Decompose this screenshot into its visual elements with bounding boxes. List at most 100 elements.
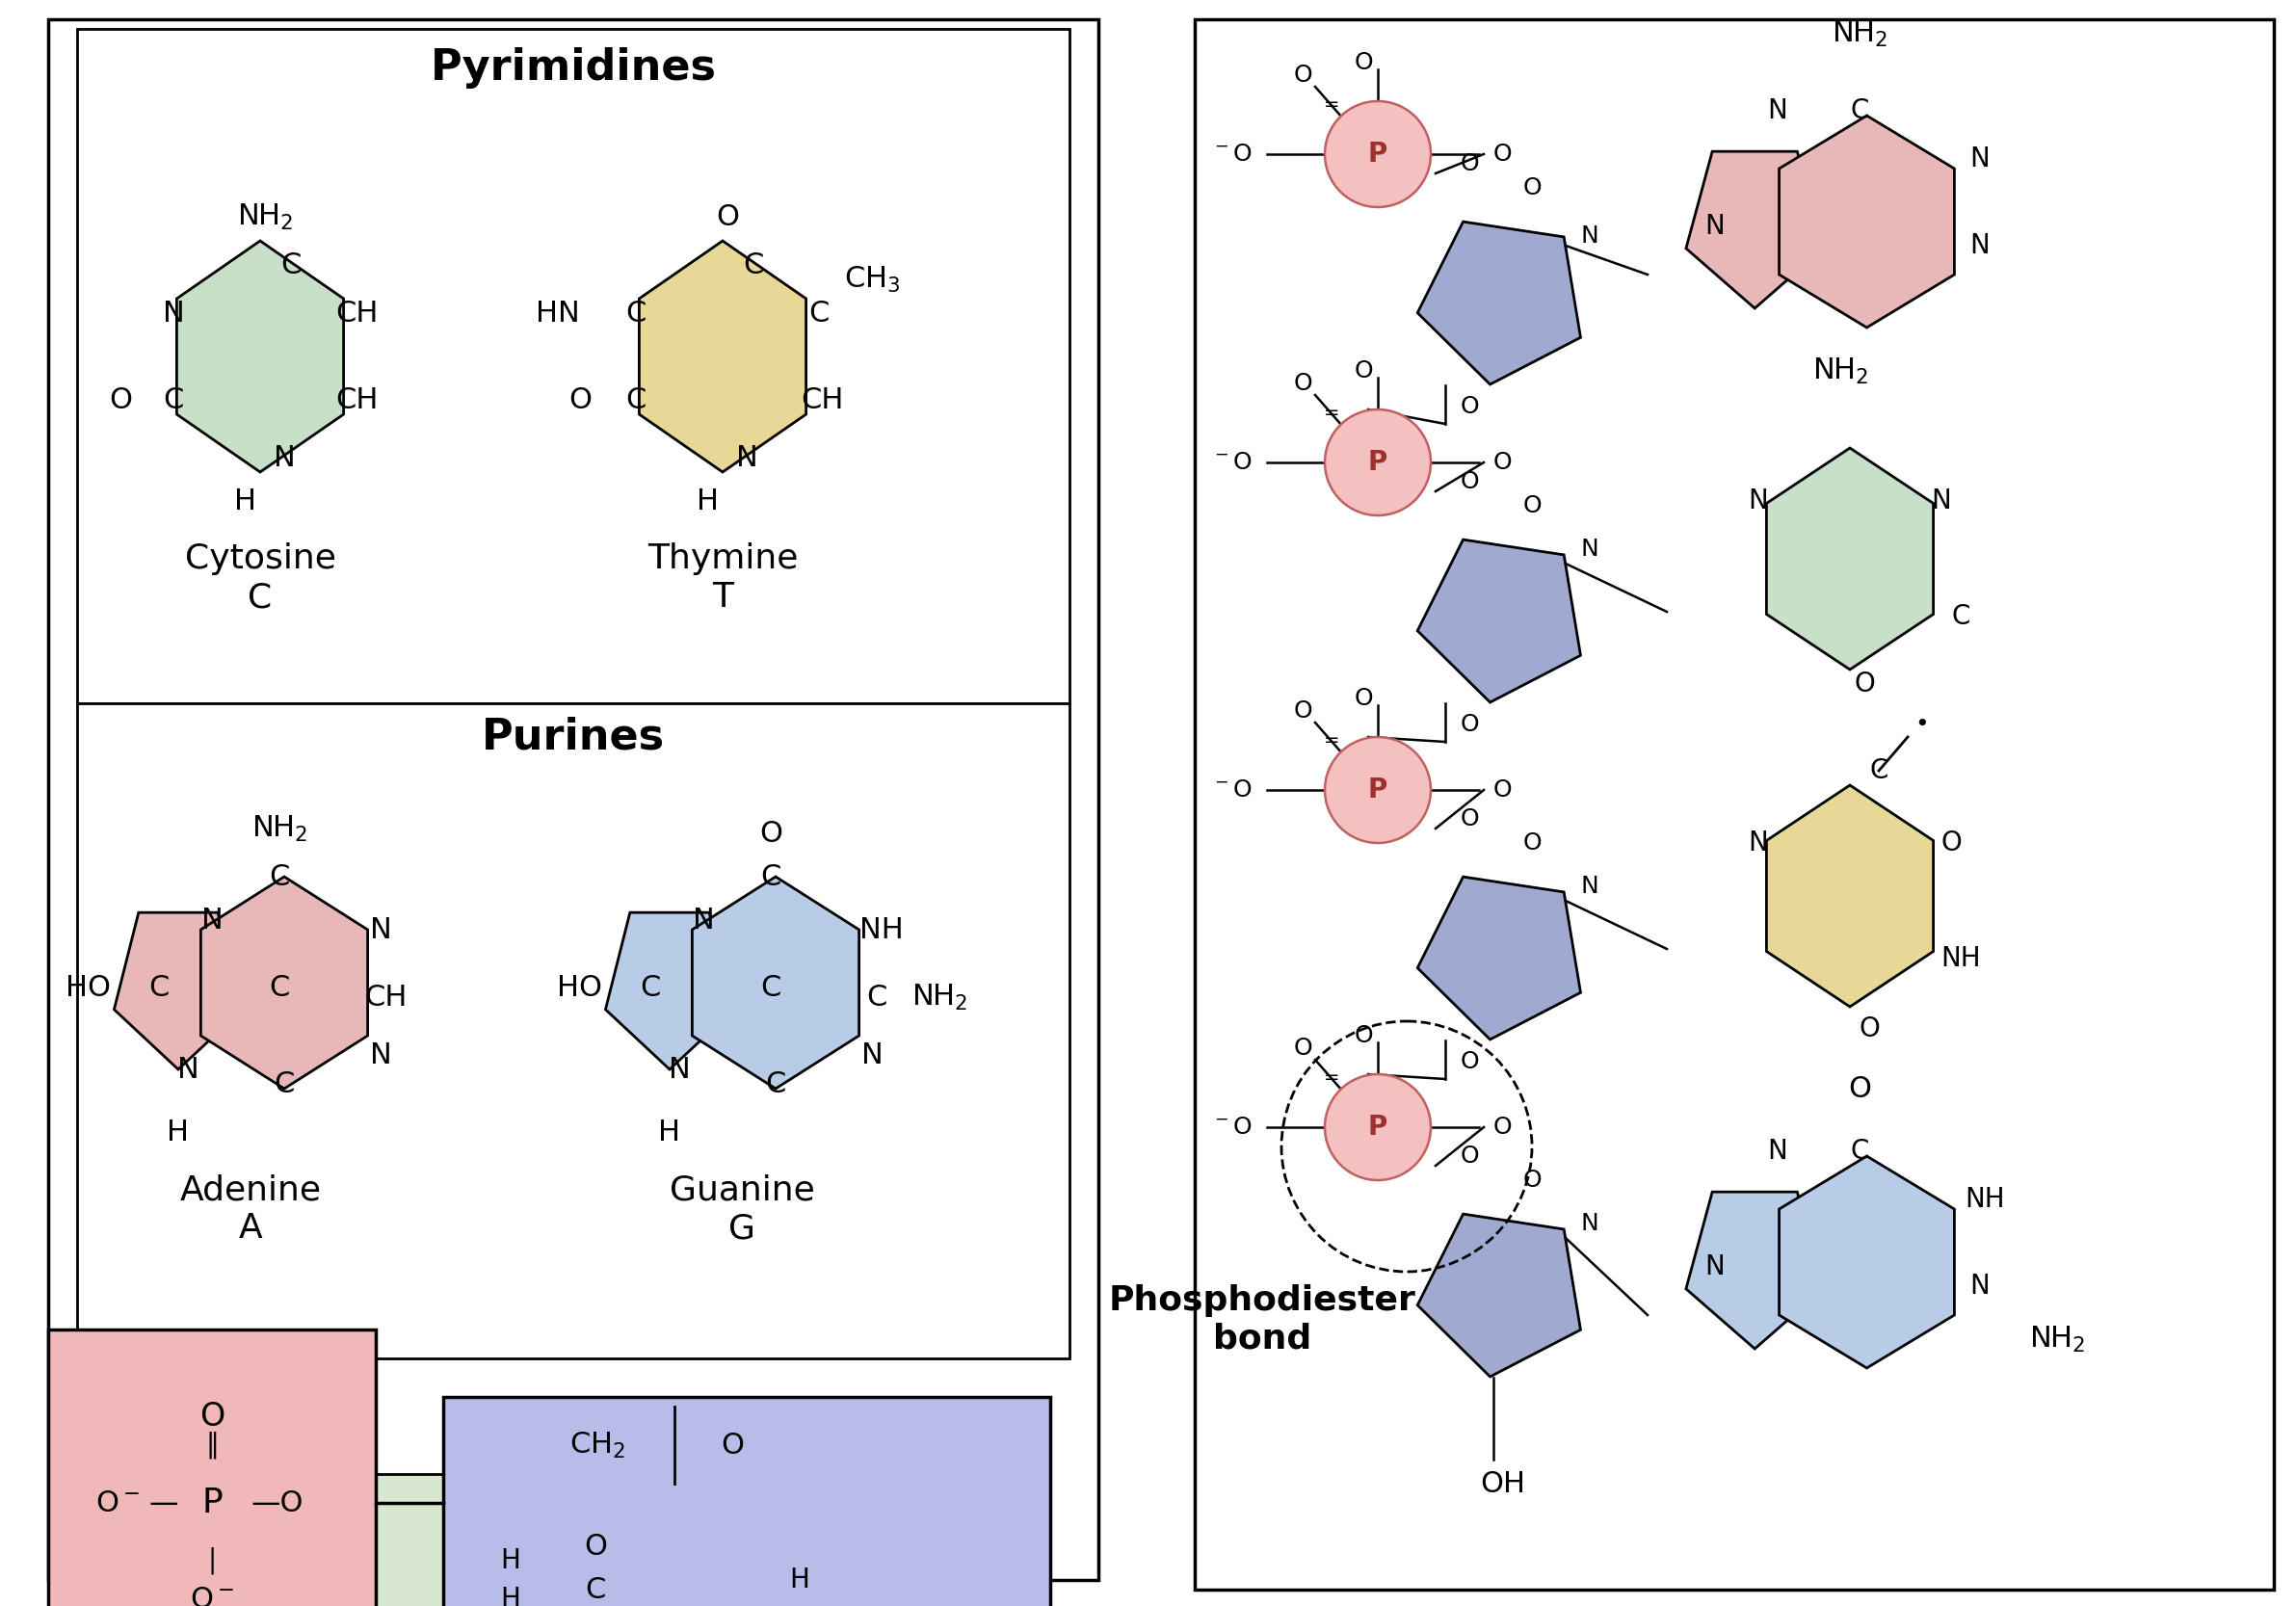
- Text: NH$_2$: NH$_2$: [236, 202, 294, 231]
- Text: N: N: [1747, 488, 1768, 514]
- Text: P: P: [1368, 777, 1387, 803]
- Text: $^-$O: $^-$O: [1212, 1116, 1254, 1139]
- FancyBboxPatch shape: [78, 703, 1070, 1359]
- Polygon shape: [1779, 116, 1954, 328]
- Polygon shape: [1417, 222, 1580, 384]
- Text: NH$_2$: NH$_2$: [1832, 19, 1887, 48]
- Text: C: C: [163, 385, 184, 414]
- Text: O: O: [1293, 700, 1311, 723]
- Text: CH$_3$: CH$_3$: [845, 265, 900, 294]
- Text: NH$_2$: NH$_2$: [250, 814, 308, 843]
- Text: C: C: [641, 973, 661, 1002]
- Polygon shape: [177, 241, 344, 472]
- Text: N: N: [1768, 98, 1789, 124]
- Text: CH$_2$: CH$_2$: [569, 1429, 625, 1460]
- Polygon shape: [1417, 877, 1580, 1039]
- Text: O: O: [1522, 177, 1541, 199]
- Polygon shape: [1766, 448, 1933, 670]
- Text: NH$_2$: NH$_2$: [912, 983, 967, 1012]
- Text: CH: CH: [335, 299, 379, 328]
- Text: N: N: [1970, 1272, 1991, 1299]
- Text: O: O: [1492, 451, 1513, 474]
- Text: A: A: [239, 1213, 262, 1245]
- Text: P: P: [1368, 1113, 1387, 1140]
- Text: O: O: [1460, 471, 1479, 493]
- Text: G: G: [728, 1213, 755, 1245]
- Text: N: N: [861, 1041, 884, 1070]
- Text: •: •: [1915, 713, 1929, 736]
- Text: N: N: [202, 906, 223, 935]
- Text: O: O: [1355, 1025, 1373, 1047]
- Text: N: N: [1580, 538, 1598, 560]
- Text: CH: CH: [335, 385, 379, 414]
- Text: O: O: [1355, 360, 1373, 382]
- Text: NH$_2$: NH$_2$: [1812, 357, 1869, 385]
- Text: O: O: [1460, 808, 1479, 830]
- Text: $^-$O: $^-$O: [1212, 779, 1254, 801]
- Text: O: O: [1293, 1036, 1311, 1060]
- Text: P: P: [1368, 450, 1387, 475]
- Text: C: C: [269, 862, 289, 891]
- FancyBboxPatch shape: [223, 1474, 925, 1606]
- FancyBboxPatch shape: [1194, 19, 2273, 1590]
- Text: N: N: [668, 1055, 691, 1084]
- Text: N: N: [370, 1041, 393, 1070]
- Polygon shape: [638, 241, 806, 472]
- Text: H: H: [234, 487, 257, 516]
- Text: H: H: [698, 487, 719, 516]
- Text: N: N: [163, 299, 184, 328]
- Text: HO: HO: [67, 973, 110, 1002]
- Text: C: C: [248, 581, 273, 613]
- Text: H: H: [501, 1585, 521, 1606]
- Text: N: N: [370, 915, 393, 944]
- Text: $^-$O: $^-$O: [1212, 451, 1254, 474]
- Text: =: =: [1322, 95, 1339, 112]
- Text: O: O: [1355, 687, 1373, 710]
- Text: C: C: [625, 299, 645, 328]
- Text: C: C: [269, 973, 289, 1002]
- Text: O: O: [1522, 495, 1541, 517]
- Text: C: C: [280, 251, 301, 279]
- Text: Adenine: Adenine: [179, 1174, 321, 1206]
- Text: O: O: [1460, 1050, 1479, 1073]
- Text: C: C: [1869, 758, 1887, 784]
- FancyBboxPatch shape: [48, 1330, 377, 1606]
- Text: C: C: [808, 299, 829, 328]
- Text: O: O: [1460, 713, 1479, 736]
- Text: O: O: [1940, 829, 1961, 856]
- Polygon shape: [1766, 785, 1933, 1007]
- Text: O: O: [569, 385, 592, 414]
- Text: O: O: [1355, 51, 1373, 74]
- Text: C: C: [149, 973, 170, 1002]
- Text: O: O: [1460, 153, 1479, 175]
- Text: Thymine: Thymine: [647, 543, 799, 575]
- Text: N: N: [1580, 225, 1598, 247]
- Text: NH: NH: [1940, 944, 1981, 972]
- Polygon shape: [691, 877, 859, 1089]
- Circle shape: [1325, 101, 1430, 207]
- Text: Pyrimidines: Pyrimidines: [429, 47, 716, 88]
- Text: CH: CH: [801, 385, 843, 414]
- Polygon shape: [200, 877, 367, 1089]
- Text: C: C: [273, 1070, 294, 1099]
- Text: O: O: [1860, 1015, 1880, 1042]
- Text: O: O: [721, 1431, 744, 1460]
- Text: N: N: [177, 1055, 200, 1084]
- Text: C: C: [760, 862, 781, 891]
- Text: O: O: [1522, 1169, 1541, 1192]
- Text: HO: HO: [558, 973, 602, 1002]
- Polygon shape: [1417, 1214, 1580, 1376]
- Text: C: C: [760, 973, 781, 1002]
- Text: =: =: [1322, 731, 1339, 748]
- Text: C: C: [1851, 98, 1869, 124]
- Text: HN: HN: [535, 299, 581, 328]
- Text: O$^-$: O$^-$: [191, 1585, 234, 1606]
- Text: H: H: [659, 1118, 680, 1147]
- Text: N: N: [735, 443, 758, 472]
- Text: O: O: [108, 385, 131, 414]
- Polygon shape: [606, 912, 735, 1070]
- Text: O: O: [1492, 779, 1513, 801]
- Text: C: C: [625, 385, 645, 414]
- Text: P: P: [202, 1487, 223, 1519]
- Text: N: N: [1768, 1137, 1789, 1164]
